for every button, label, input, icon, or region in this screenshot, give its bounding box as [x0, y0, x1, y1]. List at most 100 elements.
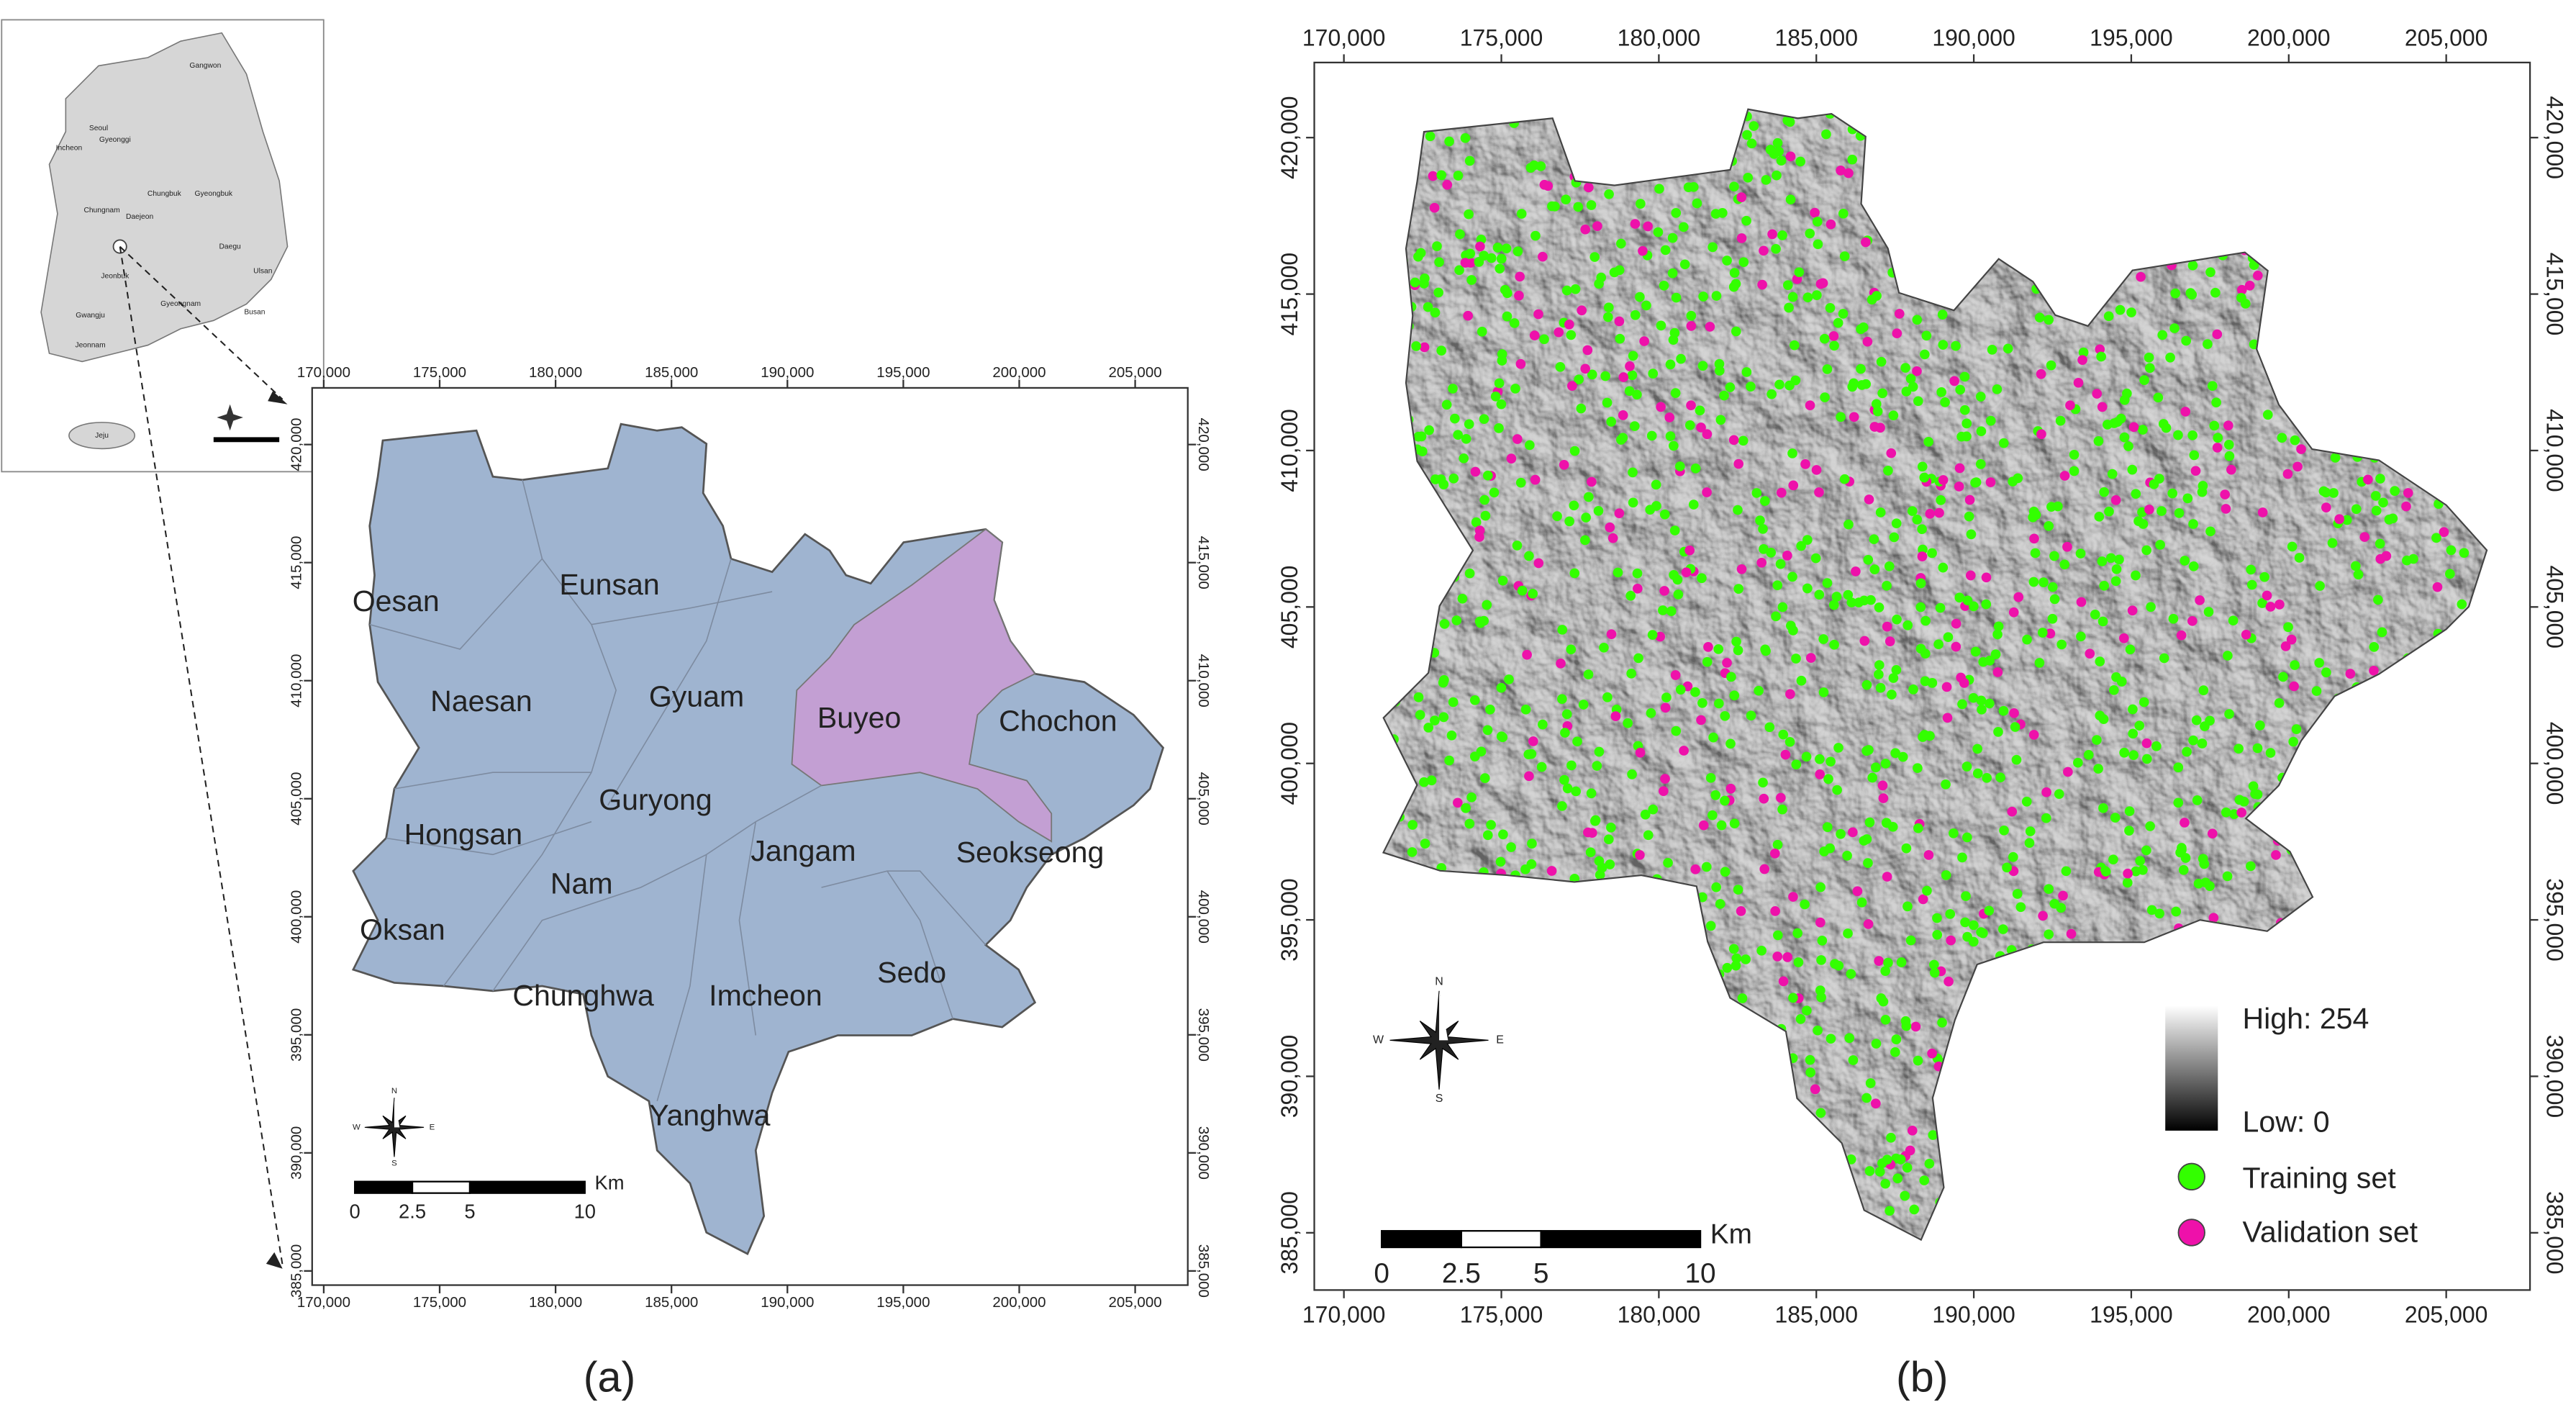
x-tick-label: 205,000: [1108, 364, 1161, 381]
training-point: [1985, 655, 1995, 666]
training-point: [1802, 292, 1813, 303]
training-point: [2145, 821, 2155, 831]
training-point: [2127, 464, 2138, 475]
training-point: [1512, 541, 1523, 551]
panel-b-caption: (b): [1896, 1353, 1949, 1401]
training-point: [2047, 582, 2058, 592]
training-point: [2314, 658, 2325, 668]
training-point: [1630, 309, 1641, 320]
training-point: [1454, 265, 1464, 276]
y-tick-label: 385,000: [289, 1244, 305, 1298]
validation-point: [1638, 245, 1648, 256]
training-point: [1555, 361, 1566, 372]
training-point: [1627, 370, 1638, 381]
training-point: [1433, 287, 1443, 298]
validation-point: [2180, 818, 2190, 828]
validation-point: [1815, 917, 1826, 928]
validation-point: [2296, 444, 2306, 454]
training-point: [1457, 593, 1468, 604]
training-point: [2457, 599, 2467, 610]
training-point: [1785, 194, 1796, 205]
training-point: [2193, 878, 2204, 889]
training-point: [1759, 544, 1769, 554]
training-point: [1684, 420, 1695, 430]
training-point: [1977, 704, 1987, 715]
training-point: [1729, 268, 1740, 278]
training-point: [1720, 710, 1731, 721]
validation-point: [2092, 389, 2103, 399]
training-point: [1999, 825, 2009, 836]
validation-point: [1949, 376, 1959, 386]
validation-point: [1851, 566, 1861, 577]
inset-label: Jeonbuk: [101, 272, 130, 280]
training-point: [2159, 653, 2169, 664]
scale-bar-label: 5: [1533, 1258, 1549, 1289]
validation-point: [2334, 514, 2344, 525]
training-point: [1936, 387, 1946, 397]
training-point: [1772, 839, 1783, 850]
y-tick-label: 405,000: [289, 772, 305, 826]
validation-point: [2223, 420, 2233, 430]
training-point: [1825, 302, 1836, 313]
training-point: [1819, 333, 1830, 344]
validation-point: [1728, 435, 1739, 446]
training-point: [1927, 548, 1937, 559]
validation-point: [1705, 322, 1715, 332]
buyeo-district: [791, 528, 1053, 843]
validation-point: [2292, 461, 2303, 472]
training-point: [1640, 809, 1651, 820]
training-point: [1633, 653, 1643, 664]
training-point: [1722, 256, 1732, 266]
x-tick-label: 195,000: [2090, 1301, 2173, 1327]
y-tick-label: 395,000: [1276, 878, 1302, 962]
training-point: [1465, 248, 1476, 259]
training-point: [2198, 854, 2208, 864]
training-point: [1969, 920, 1979, 931]
validation-point: [2063, 767, 2073, 777]
training-point: [1880, 759, 1891, 769]
training-point: [2146, 905, 2157, 916]
training-point: [1866, 595, 1876, 605]
training-point: [1882, 580, 1892, 591]
training-point: [2167, 488, 2178, 499]
training-point: [1913, 763, 1923, 773]
validation-point: [2212, 329, 2223, 340]
x-tick-label: 185,000: [1774, 24, 1858, 50]
training-point: [1628, 467, 1638, 478]
training-point: [2138, 425, 2148, 435]
validation-point: [1805, 653, 1816, 663]
training-point: [1998, 705, 2009, 716]
training-point: [1480, 510, 1491, 521]
validation-point: [1583, 182, 1594, 193]
training-point: [1660, 245, 1671, 256]
validation-point: [2280, 641, 2291, 651]
training-point: [1603, 834, 1614, 845]
training-point: [2197, 738, 2208, 749]
training-point: [1701, 862, 1712, 872]
y-tick-label: 420,000: [1195, 418, 1212, 471]
training-point: [1678, 222, 1689, 232]
training-point: [1670, 388, 1681, 398]
training-point: [2099, 580, 2110, 591]
training-point: [1847, 154, 1858, 165]
training-point: [2138, 864, 2148, 875]
training-point: [2119, 394, 2130, 405]
training-point: [1439, 619, 1450, 629]
validation-point: [2180, 407, 2191, 417]
training-point: [2133, 516, 2144, 526]
training-point: [1844, 1033, 1855, 1044]
training-point: [1494, 423, 1504, 433]
compass-star-light: [1439, 990, 1448, 1041]
training-point: [1645, 505, 1656, 515]
training-point: [1737, 993, 1748, 1003]
validation-point: [2062, 541, 2072, 552]
validation-point: [1782, 551, 1792, 561]
training-point: [2213, 433, 2223, 443]
validation-point: [1912, 366, 1922, 376]
training-point: [1495, 856, 1506, 867]
training-point: [1733, 645, 1743, 656]
legend-low: Low: 0: [2243, 1106, 2330, 1139]
training-point: [1784, 380, 1795, 391]
x-tick-label: 185,000: [645, 364, 698, 381]
validation-point: [2118, 633, 2129, 643]
